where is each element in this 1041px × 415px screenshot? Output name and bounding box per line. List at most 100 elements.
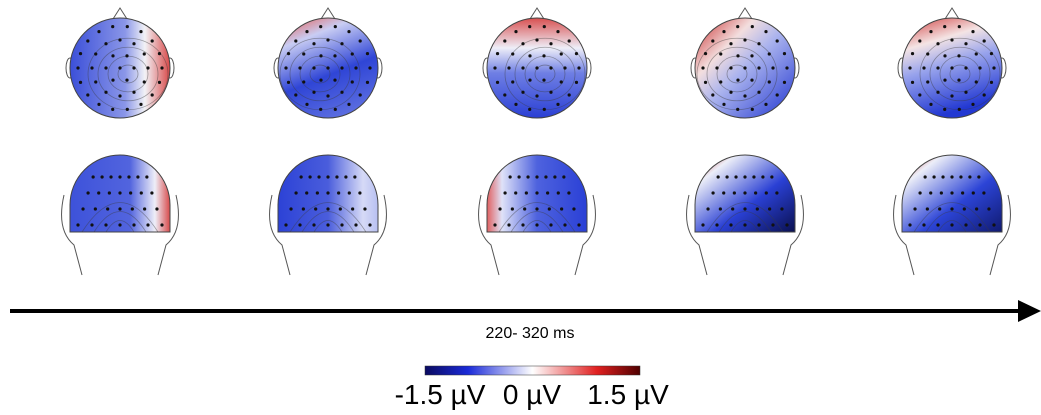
topography-maps xyxy=(62,8,1011,275)
electrode xyxy=(729,223,732,226)
electrode xyxy=(151,39,154,42)
electrode xyxy=(319,54,322,57)
electrode xyxy=(722,191,725,194)
electrode xyxy=(535,94,538,97)
electrode xyxy=(968,175,971,178)
electrode xyxy=(535,66,538,69)
electrode xyxy=(503,93,506,96)
colorbar xyxy=(425,366,640,375)
electrode xyxy=(334,108,337,111)
electrode xyxy=(521,42,524,45)
electrode xyxy=(535,191,538,194)
electrode xyxy=(326,38,329,41)
electrode xyxy=(729,91,732,94)
electrode xyxy=(118,94,121,97)
electrode xyxy=(528,79,531,82)
electrode xyxy=(317,175,320,178)
electrode xyxy=(780,207,783,210)
electrode xyxy=(368,223,371,226)
electrode xyxy=(94,207,97,210)
electrode xyxy=(305,30,308,33)
electrode xyxy=(743,94,746,97)
electrode xyxy=(136,175,139,178)
electrode xyxy=(79,81,82,84)
electrode xyxy=(959,175,962,178)
electrode xyxy=(733,191,736,194)
electrode xyxy=(557,191,560,194)
electrode xyxy=(757,42,760,45)
electrode xyxy=(941,175,944,178)
electrode xyxy=(950,207,953,210)
electrode xyxy=(785,66,788,69)
electrode xyxy=(316,191,319,194)
electrode xyxy=(575,81,578,84)
electrode xyxy=(562,175,565,178)
electrode xyxy=(701,223,704,226)
electrode xyxy=(542,54,545,57)
electrode xyxy=(111,54,114,57)
nose xyxy=(738,8,752,19)
electrode xyxy=(553,175,556,178)
electrode xyxy=(543,25,546,28)
electrode xyxy=(918,39,921,42)
electrode xyxy=(366,52,369,55)
electrode xyxy=(145,175,148,178)
electrode xyxy=(118,191,121,194)
electrode xyxy=(963,207,966,210)
electrode xyxy=(118,175,121,178)
electrode xyxy=(143,52,146,55)
electrode xyxy=(503,191,506,194)
electrode xyxy=(770,175,773,178)
electrode xyxy=(94,80,97,83)
electrode xyxy=(333,79,336,82)
electrode xyxy=(302,207,305,210)
electrode xyxy=(719,80,722,83)
electrode xyxy=(936,223,939,226)
electrode xyxy=(517,175,520,178)
electrode xyxy=(729,42,732,45)
electrode xyxy=(160,66,163,69)
electrode xyxy=(97,30,100,33)
electrode xyxy=(312,42,315,45)
electrode xyxy=(929,103,932,106)
electrode xyxy=(298,66,301,69)
electrode xyxy=(351,80,354,83)
electrode xyxy=(911,52,914,55)
electrode xyxy=(908,66,911,69)
electrode xyxy=(333,54,336,57)
electrode xyxy=(729,66,732,69)
electrode xyxy=(568,39,571,42)
electrode xyxy=(751,108,754,111)
electrode xyxy=(936,66,939,69)
electrode xyxy=(335,175,338,178)
electrode xyxy=(305,191,308,194)
electrode xyxy=(340,223,343,226)
electrode xyxy=(757,91,760,94)
electrode xyxy=(568,93,571,96)
electrode xyxy=(971,103,974,106)
electrode xyxy=(347,103,350,106)
electrode xyxy=(544,175,547,178)
electrode xyxy=(743,191,746,194)
electrode xyxy=(734,175,737,178)
electrode xyxy=(542,79,545,82)
electrode xyxy=(975,207,978,210)
electrode xyxy=(100,175,103,178)
electrode xyxy=(503,39,506,42)
electrode xyxy=(950,191,953,194)
electrode xyxy=(126,25,129,28)
electrode xyxy=(752,175,755,178)
electrode xyxy=(992,223,995,226)
electrode xyxy=(722,103,725,106)
electrode xyxy=(344,175,347,178)
electrode xyxy=(549,223,552,226)
electrode xyxy=(961,191,964,194)
electrode xyxy=(776,39,779,42)
electrode xyxy=(929,30,932,33)
electrode xyxy=(549,66,552,69)
electrode xyxy=(498,207,501,210)
electrode xyxy=(511,207,514,210)
electrode xyxy=(143,207,146,210)
electrode xyxy=(983,93,986,96)
electrode xyxy=(932,175,935,178)
